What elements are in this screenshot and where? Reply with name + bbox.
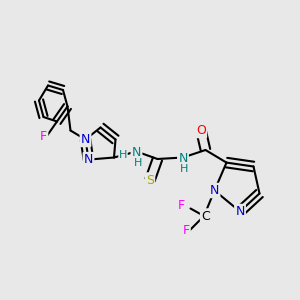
Text: N: N bbox=[84, 153, 93, 166]
Text: N: N bbox=[178, 152, 188, 166]
Text: F: F bbox=[178, 199, 185, 212]
Text: N: N bbox=[235, 205, 245, 218]
Text: H: H bbox=[119, 149, 127, 160]
Text: F: F bbox=[40, 130, 47, 143]
Text: H: H bbox=[134, 158, 142, 169]
Text: O: O bbox=[196, 124, 206, 137]
Text: N: N bbox=[210, 184, 219, 197]
Text: F: F bbox=[182, 224, 190, 238]
Text: N: N bbox=[132, 146, 141, 160]
Text: C: C bbox=[201, 209, 210, 223]
Text: S: S bbox=[146, 173, 154, 187]
Text: N: N bbox=[81, 133, 90, 146]
Text: H: H bbox=[180, 164, 189, 175]
